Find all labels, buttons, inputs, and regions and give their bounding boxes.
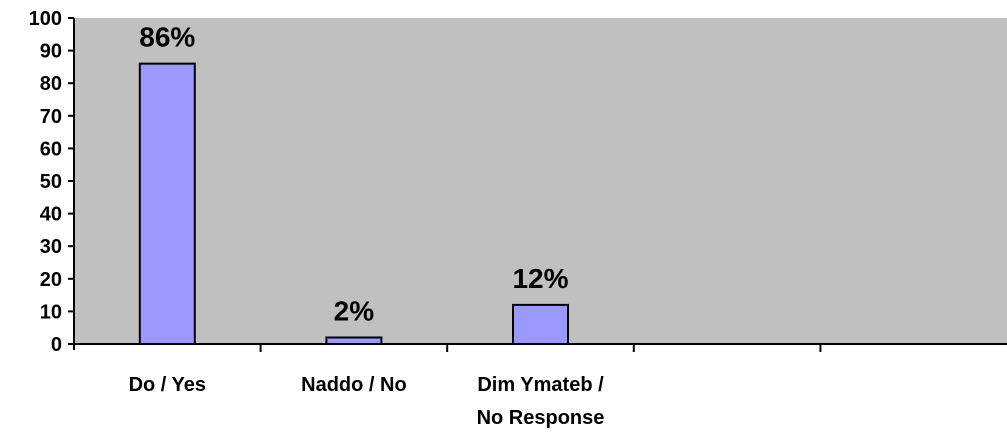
data-label-2: 12% (512, 263, 568, 294)
bar-0 (138, 62, 196, 345)
y-tick-label-100: 100 (29, 8, 62, 30)
y-tick-label-80: 80 (40, 73, 62, 95)
y-tick-label-50: 50 (40, 171, 62, 193)
category-label-0-0: Do / Yes (129, 374, 206, 396)
y-tick-label-0: 0 (51, 334, 62, 356)
y-tick-label-20: 20 (40, 269, 62, 291)
bar-2 (512, 303, 569, 346)
data-label-0: 86% (139, 22, 195, 53)
y-tick-label-40: 40 (40, 204, 62, 226)
category-label-2-0: Dim Ymateb / (477, 374, 604, 396)
category-label-2-1: No Response (477, 407, 605, 429)
y-tick-label-30: 30 (40, 236, 62, 258)
data-label-1: 2% (334, 295, 375, 326)
plot-area (74, 18, 1007, 344)
y-tick-label-90: 90 (40, 41, 62, 63)
bar-1 (325, 336, 383, 346)
y-tick-label-60: 60 (40, 138, 62, 160)
y-tick-label-70: 70 (40, 106, 62, 128)
y-tick-label-10: 10 (40, 301, 62, 323)
category-label-1-0: Naddo / No (301, 374, 407, 396)
